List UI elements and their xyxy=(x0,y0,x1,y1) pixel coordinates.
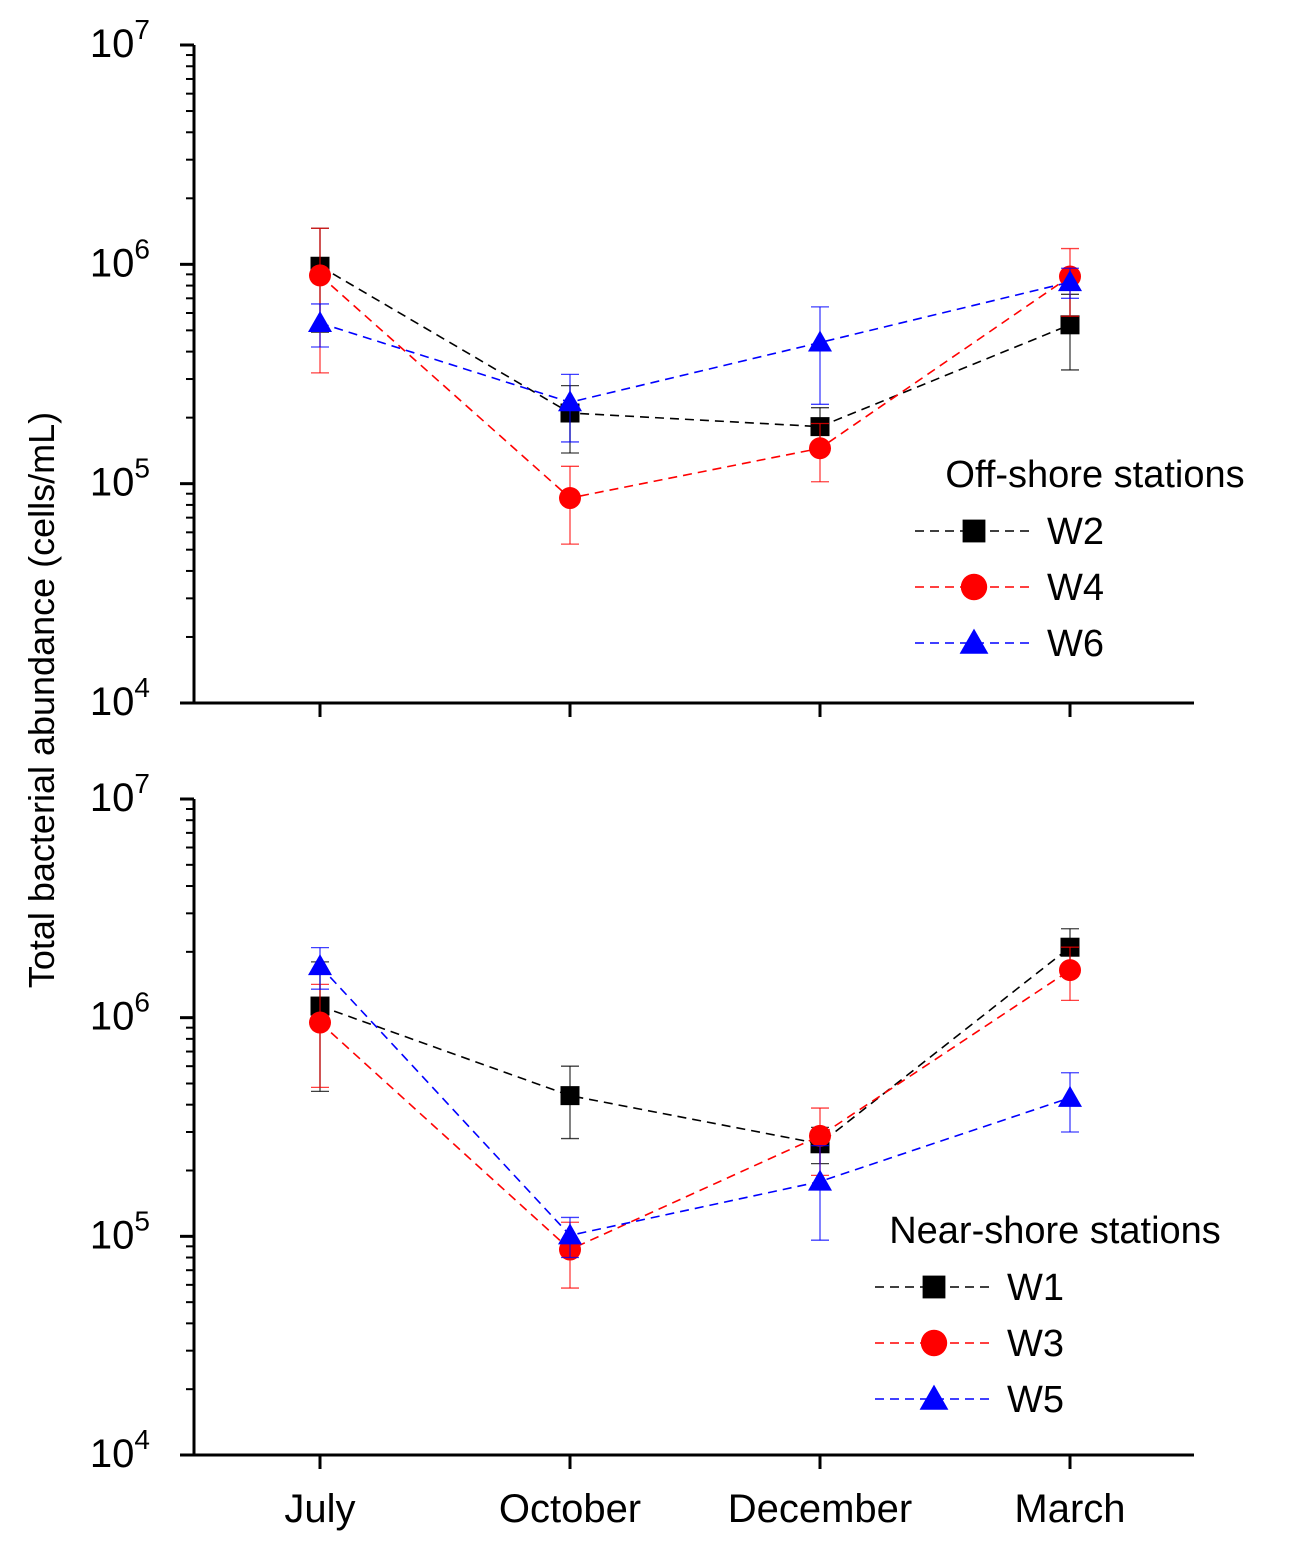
y-tick-base: 10 xyxy=(90,680,135,724)
y-tick-exponent: 7 xyxy=(134,14,150,45)
y-tick-base: 10 xyxy=(90,1213,135,1257)
y-tick-exponent: 6 xyxy=(134,987,150,1018)
legend-title: Near-shore stations xyxy=(889,1210,1221,1252)
y-tick-base: 10 xyxy=(90,995,135,1039)
y-axis-label: Total bacterial abundance (cells/mL) xyxy=(21,412,62,988)
data-point xyxy=(308,311,332,333)
y-tick-base: 10 xyxy=(90,776,135,820)
legend: Off-shore stations W2 W4 W6 xyxy=(915,454,1245,665)
series-w4 xyxy=(309,227,1081,545)
x-tick-label: October xyxy=(499,1487,641,1531)
legend-label: W6 xyxy=(1047,623,1104,665)
legend-label: W2 xyxy=(1047,511,1104,553)
x-axis-labels: July October December March xyxy=(284,1487,1125,1531)
y-tick-base: 10 xyxy=(90,241,135,285)
y-tick-label: 105 xyxy=(90,1205,150,1257)
y-tick-exponent: 7 xyxy=(134,768,150,799)
legend-marker xyxy=(962,519,986,543)
data-point xyxy=(309,1011,331,1034)
legend-label: W1 xyxy=(1007,1267,1064,1309)
data-point xyxy=(1058,270,1082,292)
series-w2 xyxy=(310,227,1080,454)
x-tick-label: December xyxy=(728,1487,913,1531)
series-line xyxy=(319,265,1071,428)
y-tick-label: 106 xyxy=(90,987,150,1039)
series-line xyxy=(319,965,1071,1237)
legend-title: Off-shore stations xyxy=(945,454,1244,496)
legend-label: W4 xyxy=(1047,567,1104,609)
series-line xyxy=(319,969,1071,1251)
series-w5 xyxy=(308,947,1082,1259)
legend-marker xyxy=(920,1329,948,1357)
series-line xyxy=(319,274,1071,499)
data-point xyxy=(1060,315,1080,335)
y-tick-exponent: 5 xyxy=(134,453,150,484)
legend: Near-shore stations W1 W3 W5 xyxy=(875,1210,1221,1421)
legend-label: W5 xyxy=(1007,1379,1064,1421)
y-tick-exponent: 6 xyxy=(134,233,150,264)
data-point xyxy=(558,390,582,412)
data-point xyxy=(808,330,832,352)
data-point xyxy=(808,1169,832,1191)
x-tick-label: March xyxy=(1014,1487,1125,1531)
y-tick-exponent: 4 xyxy=(134,672,150,703)
data-point xyxy=(559,487,581,510)
series-line xyxy=(319,281,1071,404)
data-point xyxy=(809,1124,831,1147)
legend-marker xyxy=(959,628,989,654)
y-tick-base: 10 xyxy=(90,22,135,66)
legend-marker xyxy=(922,1275,946,1299)
legend-label: W3 xyxy=(1007,1323,1064,1365)
data-point xyxy=(1058,1085,1082,1107)
y-tick-label: 104 xyxy=(90,1424,150,1476)
y-tick-label: 106 xyxy=(90,233,150,285)
data-point xyxy=(560,1086,580,1106)
y-tick-exponent: 5 xyxy=(134,1205,150,1236)
y-tick-base: 10 xyxy=(90,461,135,505)
legend-marker xyxy=(919,1384,949,1410)
y-tick-label: 107 xyxy=(90,768,150,820)
series-w1 xyxy=(310,928,1080,1165)
x-tick-label: July xyxy=(284,1487,355,1531)
series-w6 xyxy=(308,267,1082,443)
data-point xyxy=(1059,959,1081,982)
data-point xyxy=(308,954,332,976)
y-tick-label: 104 xyxy=(90,672,150,724)
y-tick-exponent: 4 xyxy=(134,1424,150,1455)
legend-marker xyxy=(960,573,988,601)
series-line xyxy=(319,946,1071,1145)
data-point xyxy=(309,264,331,287)
y-tick-label: 105 xyxy=(90,453,150,505)
y-tick-base: 10 xyxy=(90,1432,135,1476)
data-point xyxy=(558,1223,582,1245)
y-tick-label: 107 xyxy=(90,14,150,66)
data-point xyxy=(809,437,831,460)
